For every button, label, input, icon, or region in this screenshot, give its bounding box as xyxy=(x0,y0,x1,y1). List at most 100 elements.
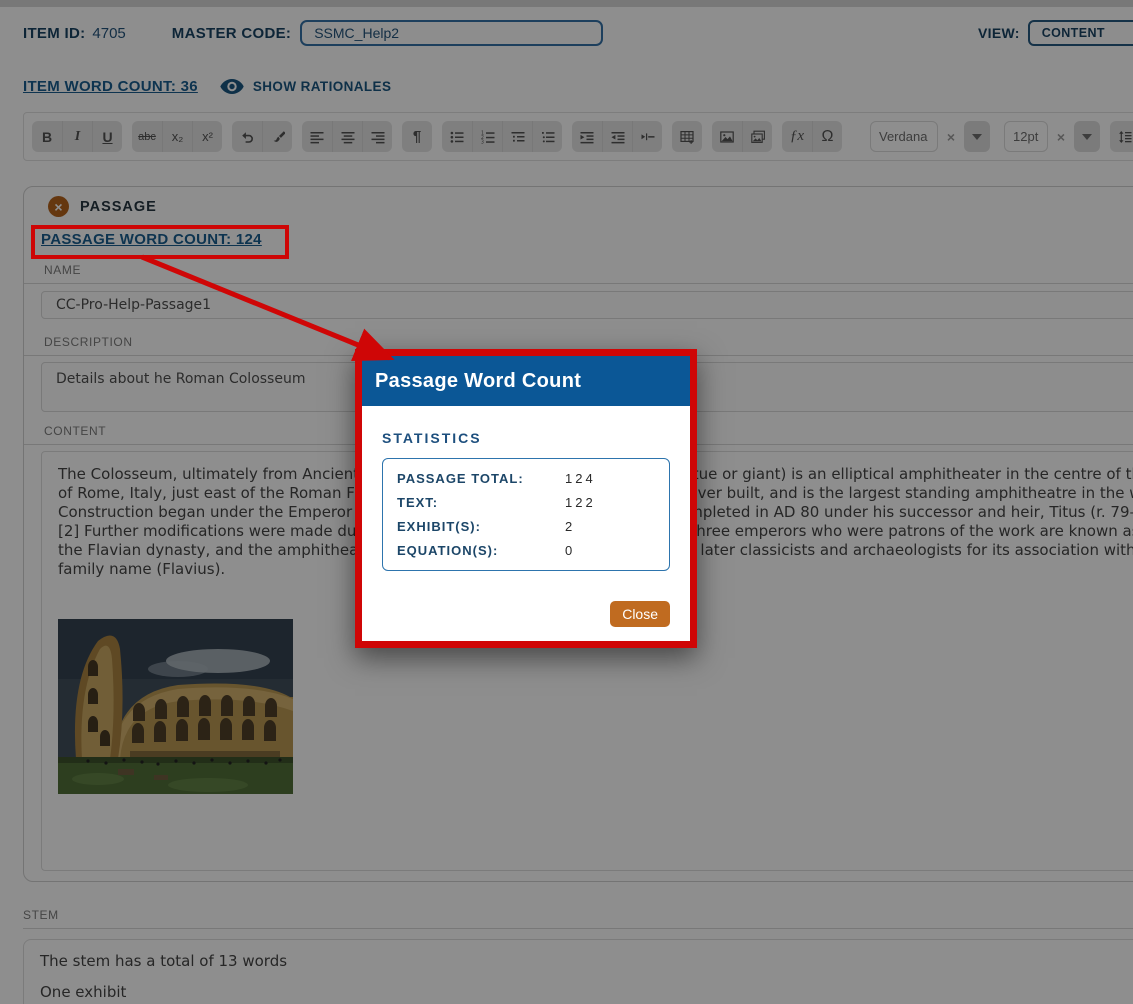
styled-list-button[interactable] xyxy=(532,121,562,152)
eye-icon xyxy=(220,79,244,94)
tabindent-icon xyxy=(641,130,655,144)
font-size-clear-icon[interactable]: × xyxy=(1056,128,1066,145)
align-right-button[interactable] xyxy=(362,121,392,152)
view-label: VIEW: xyxy=(978,25,1020,41)
alignright-icon xyxy=(371,130,385,144)
subscript-button[interactable]: x₂ xyxy=(162,121,192,152)
special-character-button[interactable]: Ω xyxy=(812,121,842,152)
passage-section-label: PASSAGE xyxy=(80,198,157,215)
item-word-count-link[interactable]: ITEM WORD COUNT: 36 xyxy=(23,78,198,95)
insert-equation-glyph: ƒx xyxy=(789,128,805,144)
toolbar-group xyxy=(232,121,292,152)
table-icon xyxy=(680,130,694,144)
italic-button[interactable]: I xyxy=(62,121,92,152)
remove-format-button[interactable] xyxy=(262,121,292,152)
master-code-input[interactable] xyxy=(300,20,604,46)
modal-title: Passage Word Count xyxy=(375,369,582,392)
close-button[interactable]: Close xyxy=(610,601,670,627)
toolbar-group: abc x₂ x² xyxy=(132,121,222,152)
paragraph-glyph: ¶ xyxy=(412,128,422,145)
toolbar-group: ¶ xyxy=(402,121,432,152)
chevron-down-icon xyxy=(1082,133,1092,140)
font-size-select[interactable]: 12pt xyxy=(1004,121,1048,152)
align-center-button[interactable] xyxy=(332,121,362,152)
show-rationales-button[interactable]: SHOW RATIONALES xyxy=(252,79,392,94)
passage-word-count-link[interactable]: PASSAGE WORD COUNT: 124 xyxy=(41,231,262,248)
underline-button[interactable]: U xyxy=(92,121,122,152)
font-family-clear-icon[interactable]: × xyxy=(946,128,956,145)
toolbar-group xyxy=(572,121,662,152)
slist-icon xyxy=(541,130,555,144)
indent-button[interactable] xyxy=(572,121,602,152)
stat-label: TEXT: xyxy=(397,495,439,510)
svg-text:3: 3 xyxy=(481,139,484,143)
toolbar-group: ƒx Ω xyxy=(782,121,842,152)
ulist-icon xyxy=(450,130,464,144)
stat-value: 122 xyxy=(565,495,596,510)
master-code-label: MASTER CODE: xyxy=(171,24,292,42)
underline-glyph: U xyxy=(102,128,113,145)
modal-body: STATISTICS PASSAGE TOTAL: 124 TEXT: 122 EXHI… xyxy=(362,406,690,641)
indent-icon xyxy=(580,130,594,144)
stem-field-label: STEM xyxy=(23,901,1133,929)
alignleft-icon xyxy=(310,130,324,144)
bulleted-list-button[interactable] xyxy=(442,121,472,152)
insert-table-button[interactable] xyxy=(672,121,702,152)
stem-line: One exhibit xyxy=(40,983,127,1001)
font-size-control: 12pt × xyxy=(1004,121,1100,152)
undo-button[interactable] xyxy=(232,121,262,152)
font-size-dropdown-button[interactable] xyxy=(1074,121,1100,152)
item-id-label: ITEM ID: xyxy=(23,24,86,42)
line-spacing-icon xyxy=(1118,130,1132,144)
multilevel-list-button[interactable] xyxy=(502,121,532,152)
brush-icon xyxy=(271,130,285,144)
font-family-select[interactable]: Verdana xyxy=(870,121,938,152)
insert-equation-button[interactable]: ƒx xyxy=(782,121,812,152)
passage-header: × PASSAGE xyxy=(48,196,1133,217)
image-gallery-button[interactable] xyxy=(742,121,772,152)
stem-line: The stem has a total of 13 words xyxy=(40,952,288,970)
line-spacing-button[interactable] xyxy=(1110,121,1133,152)
align-left-button[interactable] xyxy=(302,121,332,152)
strikethrough-glyph: abc xyxy=(138,130,156,143)
outdent-button[interactable] xyxy=(602,121,632,152)
outdent-icon xyxy=(611,130,625,144)
first-line-indent-button[interactable] xyxy=(632,121,662,152)
svg-text:1: 1 xyxy=(481,130,484,136)
stat-label: EQUATION(S): xyxy=(397,543,499,558)
view-selector-group: VIEW: CONTENT xyxy=(978,20,1133,46)
strikethrough-button[interactable]: abc xyxy=(132,121,162,152)
view-select-value: CONTENT xyxy=(1041,26,1105,40)
stat-row: TEXT: 122 xyxy=(397,495,655,510)
stat-value: 124 xyxy=(565,471,596,486)
view-select[interactable]: CONTENT xyxy=(1027,20,1133,46)
name-field-label: NAME xyxy=(24,263,1133,284)
item-header-row: ITEM ID: 4705 MASTER CODE: xyxy=(23,20,604,46)
toolbar-group xyxy=(302,121,392,152)
statistics-label: STATISTICS xyxy=(382,430,482,446)
stat-row: EQUATION(S): 0 xyxy=(397,543,655,558)
stem-editor[interactable]: The stem has a total of 13 words One exhi… xyxy=(23,939,1133,1004)
italic-glyph: I xyxy=(74,128,81,144)
insert-image-button[interactable] xyxy=(712,121,742,152)
passage-description-value: Details about he Roman Colosseum xyxy=(56,371,306,387)
remove-passage-icon[interactable]: × xyxy=(48,196,69,217)
superscript-button[interactable]: x² xyxy=(192,121,222,152)
toolbar-group xyxy=(712,121,772,152)
aligncenter-icon xyxy=(341,130,355,144)
font-family-control: Verdana × xyxy=(870,121,990,152)
paragraph-button[interactable]: ¶ xyxy=(402,121,432,152)
colosseum-exhibit-image[interactable] xyxy=(58,619,293,794)
font-family-dropdown-button[interactable] xyxy=(964,121,990,152)
content-line: family name (Flavius). xyxy=(58,560,226,578)
bold-glyph: B xyxy=(41,128,53,145)
statistics-table: PASSAGE TOTAL: 124 TEXT: 122 EXHIBIT(S): 2 EQU… xyxy=(382,458,670,571)
font-size-value: 12pt xyxy=(1013,129,1039,144)
svg-text:2: 2 xyxy=(481,135,484,141)
bold-button[interactable]: B xyxy=(32,121,62,152)
